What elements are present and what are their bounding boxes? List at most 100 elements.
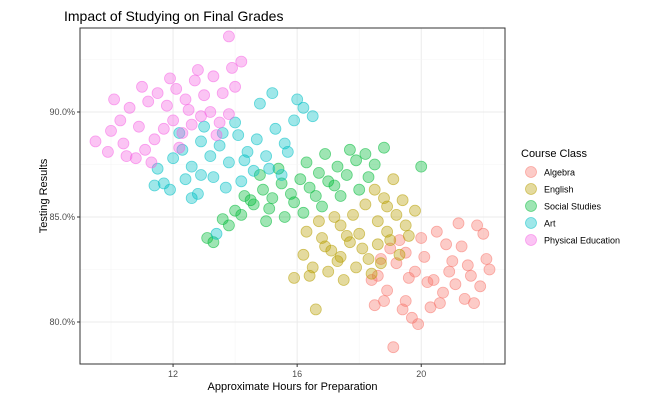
data-point-algebra — [461, 259, 474, 272]
data-point-social-studies — [309, 190, 322, 202]
data-point-physical-education — [204, 106, 217, 118]
data-point-social-studies — [378, 141, 390, 154]
data-point-art — [222, 156, 235, 169]
data-point-social-studies — [288, 196, 301, 209]
data-point-physical-education — [170, 83, 183, 95]
data-point-algebra — [402, 271, 415, 284]
data-point-algebra — [471, 219, 484, 232]
data-point-physical-education — [185, 118, 198, 131]
data-point-algebra — [464, 269, 477, 282]
data-point-physical-education — [123, 101, 136, 114]
data-point-physical-education — [207, 70, 220, 83]
data-point-art — [247, 164, 260, 177]
data-point-algebra — [381, 284, 394, 297]
data-point-algebra — [365, 274, 378, 286]
data-point-algebra — [427, 274, 440, 286]
y-axis-title: Testing Results — [38, 158, 50, 233]
data-point-art — [275, 169, 288, 181]
data-point-physical-education — [105, 124, 117, 137]
data-point-algebra — [440, 238, 453, 251]
data-point-physical-education — [182, 104, 195, 116]
data-point-physical-education — [132, 120, 145, 133]
data-point-algebra — [378, 295, 390, 307]
data-point-social-studies — [340, 169, 353, 181]
data-point-art — [185, 160, 198, 173]
data-point-english — [399, 219, 412, 232]
legend: Course Class Algebra English Social Studie… — [521, 148, 620, 246]
data-point-art — [198, 120, 211, 133]
data-point-physical-education — [179, 93, 192, 106]
data-point-physical-education — [235, 55, 248, 68]
data-point-art — [195, 169, 207, 181]
data-point-art — [219, 181, 232, 194]
data-point-algebra — [468, 297, 480, 310]
data-point-algebra — [384, 242, 397, 255]
data-point-art — [297, 101, 310, 114]
data-point-algebra — [415, 232, 428, 244]
data-point-english — [303, 269, 316, 282]
data-point-social-studies — [278, 211, 291, 223]
data-point-english — [396, 194, 409, 207]
data-point-social-studies — [257, 183, 269, 196]
data-point-physical-education — [102, 145, 114, 158]
data-point-english — [381, 200, 394, 213]
data-point-algebra — [399, 246, 412, 259]
data-point-physical-education — [216, 87, 229, 99]
data-point-art — [229, 116, 242, 129]
data-point-physical-education — [222, 30, 235, 43]
data-point-physical-education — [114, 114, 127, 127]
data-point-social-studies — [260, 215, 273, 228]
data-point-art — [266, 87, 279, 99]
data-point-english — [390, 208, 403, 221]
data-point-english — [322, 265, 335, 278]
data-point-english — [334, 219, 347, 232]
data-point-social-studies — [275, 177, 288, 190]
data-point-physical-education — [173, 141, 186, 154]
data-point-algebra — [455, 240, 468, 253]
data-point-english — [288, 271, 301, 284]
data-point-physical-education — [89, 135, 102, 148]
data-point-english — [409, 204, 421, 217]
data-point-english — [402, 229, 415, 242]
data-point-art — [235, 175, 248, 188]
data-point-english — [334, 250, 347, 263]
data-point-social-studies — [216, 213, 229, 226]
data-point-algebra — [421, 276, 434, 289]
data-point-art — [288, 114, 301, 127]
legend-title: Course Class — [521, 148, 588, 160]
data-point-algebra — [374, 253, 387, 265]
data-point-physical-education — [222, 108, 235, 120]
data-point-physical-education — [157, 122, 170, 135]
data-point-english — [362, 253, 375, 265]
data-point-art — [164, 183, 176, 196]
data-point-physical-education — [129, 152, 142, 165]
data-point-art — [281, 145, 294, 158]
data-point-algebra — [433, 297, 446, 310]
data-point-english — [371, 238, 384, 251]
data-point-english — [312, 215, 325, 228]
data-point-physical-education — [210, 129, 223, 142]
data-point-art — [204, 150, 217, 163]
data-point-algebra — [430, 225, 443, 238]
legend-label: Physical Education — [544, 236, 620, 246]
data-point-algebra — [396, 303, 409, 316]
data-point-social-studies — [272, 162, 285, 175]
legend-label: Algebra — [544, 168, 575, 178]
data-point-social-studies — [353, 183, 366, 196]
data-point-art — [173, 127, 186, 139]
data-point-physical-education — [198, 89, 211, 102]
legend-key — [525, 166, 537, 178]
data-point-english — [371, 215, 384, 228]
legend-key — [525, 183, 537, 195]
x-tick-label: 12 — [168, 369, 178, 379]
data-point-physical-education — [167, 114, 180, 127]
data-point-social-studies — [331, 160, 344, 173]
data-point-art — [148, 179, 161, 192]
legend-key — [525, 200, 537, 212]
data-point-physical-education — [142, 95, 155, 108]
data-point-english — [343, 236, 356, 249]
data-point-english — [319, 240, 332, 253]
data-point-art — [263, 162, 276, 175]
data-point-english — [337, 274, 350, 286]
y-tick-label: 90.0% — [49, 107, 75, 117]
